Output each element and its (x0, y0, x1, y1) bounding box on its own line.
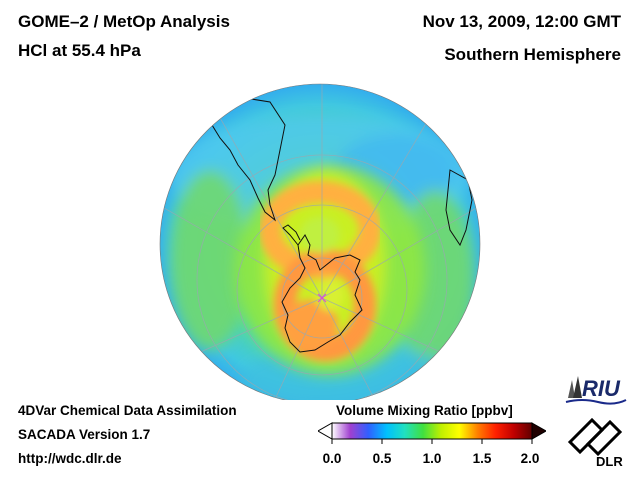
hcl-field (160, 84, 480, 400)
riu-logo-text: RIU (582, 376, 621, 401)
colorbar-tick-1: 0.5 (372, 451, 392, 466)
colorbar-title: Volume Mixing Ratio [ppbv] (336, 403, 513, 418)
colorbar-bar (331, 422, 533, 440)
dlr-logo: DLR (567, 417, 623, 468)
colorbar-tick-2: 1.0 (422, 451, 442, 466)
colorbar-high-arrow (531, 422, 546, 440)
colorbar (318, 422, 546, 444)
map-subtitle: HCl at 55.4 hPa (18, 41, 141, 60)
riu-logo: RIU (565, 376, 627, 405)
map-title: GOME–2 / MetOp Analysis (18, 12, 230, 31)
pole-marker (317, 293, 327, 303)
dlr-logo-text: DLR (596, 454, 623, 468)
colorbar-tick-3: 1.5 (472, 451, 492, 466)
colorbar-tick-0: 0.0 (322, 451, 342, 466)
colorbar-tick-4: 2.0 (520, 451, 540, 466)
colorbar-low-arrow (318, 422, 333, 440)
globe-map (159, 83, 481, 400)
credit-url[interactable]: http://wdc.dlr.de (18, 451, 122, 466)
date-label: Nov 13, 2009, 12:00 GMT (422, 12, 621, 31)
region-label: Southern Hemisphere (444, 45, 621, 64)
credit-line-2: SACADA Version 1.7 (18, 427, 151, 442)
credit-line-1: 4DVar Chemical Data Assimilation (18, 403, 237, 418)
